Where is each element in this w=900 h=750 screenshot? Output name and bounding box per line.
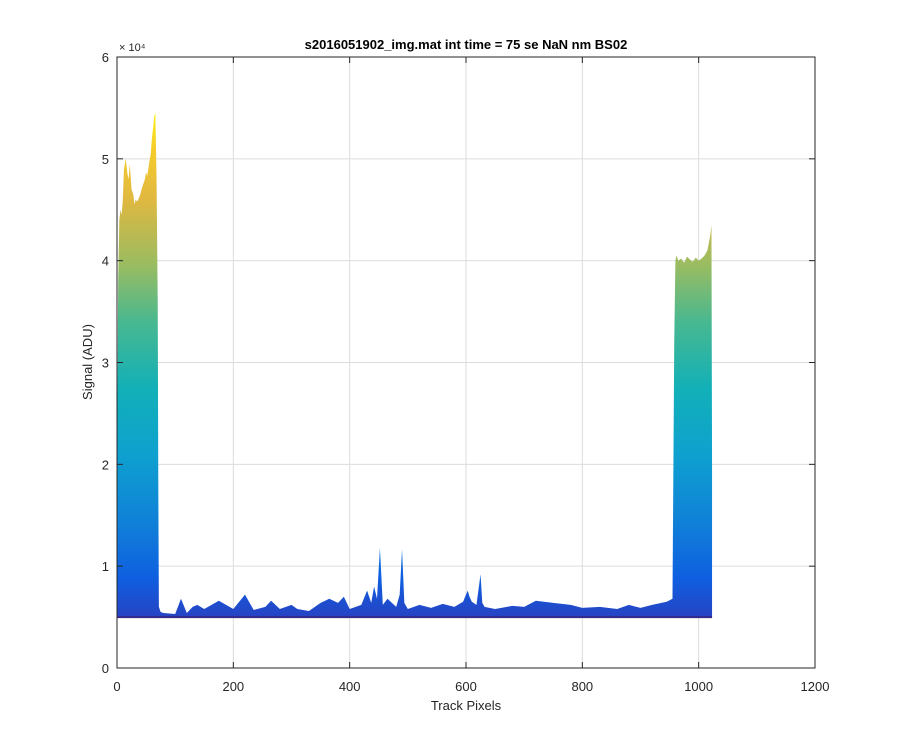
x-tick-label: 600 (455, 679, 477, 694)
y-tick-label: 1 (102, 559, 109, 574)
y-tick-label: 3 (102, 356, 109, 371)
y-axis-label: Signal (ADU) (80, 324, 95, 400)
y-tick-label: 2 (102, 457, 109, 472)
x-tick-label: 0 (113, 679, 120, 694)
x-axis: 0 200 400 600 800 1000 1200 (113, 57, 829, 694)
y-exponent-label: × 10⁴ (119, 42, 146, 54)
x-tick-label: 1000 (684, 679, 713, 694)
y-tick-label: 5 (102, 152, 109, 167)
y-tick-label: 4 (102, 254, 109, 269)
y-tick-label: 0 (102, 661, 109, 676)
chart-title: s2016051902_img.mat int time = 75 se NaN… (305, 37, 628, 52)
x-tick-label: 200 (222, 679, 244, 694)
y-axis: 0 1 2 3 4 5 6 (102, 50, 815, 676)
x-tick-label: 800 (571, 679, 593, 694)
x-tick-label: 400 (339, 679, 361, 694)
x-axis-label: Track Pixels (431, 698, 502, 713)
y-tick-label: 6 (102, 50, 109, 65)
x-tick-label: 1200 (801, 679, 830, 694)
